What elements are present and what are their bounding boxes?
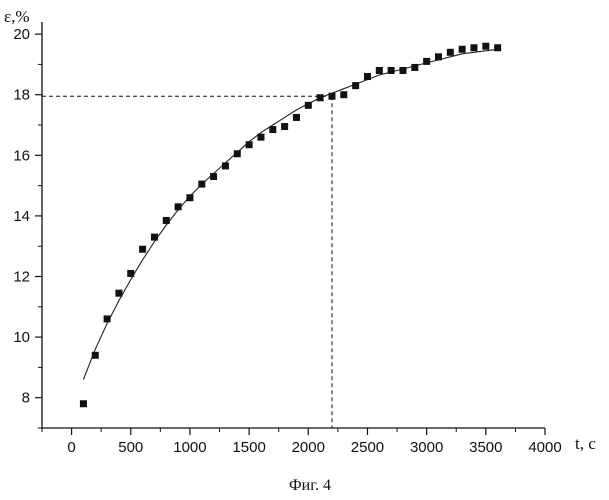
x-tick-label: 0: [67, 439, 75, 456]
data-point: [482, 43, 489, 50]
data-point: [234, 150, 241, 157]
data-point: [447, 49, 454, 56]
data-point: [423, 58, 430, 65]
data-point: [293, 114, 300, 121]
x-tick-label: 3500: [469, 439, 502, 456]
x-tick-label: 1500: [232, 439, 265, 456]
y-tick-label: 14: [13, 208, 30, 225]
data-point: [210, 173, 217, 180]
y-ticks: 8 10 12 14 16 18 20: [13, 26, 42, 428]
x-tick-label: 2000: [292, 439, 325, 456]
y-tick-label: 16: [13, 147, 30, 164]
data-point: [459, 46, 466, 53]
data-point: [305, 102, 312, 109]
data-point: [222, 162, 229, 169]
y-tick-label: 10: [13, 329, 30, 346]
fit-line-group: [83, 49, 497, 379]
data-point: [163, 217, 170, 224]
data-point: [127, 270, 134, 277]
data-point: [92, 352, 99, 359]
axes: [42, 22, 545, 428]
data-point: [104, 315, 111, 322]
data-point: [352, 82, 359, 89]
data-point: [269, 126, 276, 133]
data-point: [151, 234, 158, 241]
x-axis-title: t, с: [575, 434, 596, 453]
reference-lines: [42, 96, 332, 428]
data-point: [470, 44, 477, 51]
data-point: [80, 400, 87, 407]
y-tick-label: 8: [22, 390, 30, 407]
data-point: [494, 44, 501, 51]
x-tick-label: 500: [118, 439, 143, 456]
data-point: [186, 194, 193, 201]
x-tick-label: 2500: [351, 439, 384, 456]
x-tick-label: 3000: [410, 439, 443, 456]
data-point: [435, 53, 442, 60]
y-tick-label: 18: [13, 87, 30, 104]
data-point: [376, 67, 383, 74]
fit-line: [83, 49, 497, 379]
data-points: [80, 43, 501, 408]
data-point: [139, 246, 146, 253]
data-point: [257, 134, 264, 141]
y-tick-label: 12: [13, 269, 30, 286]
data-point: [175, 203, 182, 210]
x-ticks: 0 500 1000 1500 2000 2500 3000 3500 4000: [42, 428, 562, 456]
data-point: [388, 67, 395, 74]
data-point: [411, 64, 418, 71]
data-point: [317, 94, 324, 101]
data-point: [115, 290, 122, 297]
x-tick-label: 4000: [528, 439, 561, 456]
data-point: [246, 141, 253, 148]
data-point: [399, 67, 406, 74]
x-tick-label: 1000: [173, 439, 206, 456]
data-point: [198, 181, 205, 188]
y-axis-title: ε,%: [4, 7, 30, 26]
data-point: [281, 123, 288, 130]
data-point: [328, 93, 335, 100]
figure-caption: Фиг. 4: [289, 477, 331, 494]
data-point: [364, 73, 371, 80]
y-tick-label: 20: [13, 26, 30, 43]
data-point: [340, 91, 347, 98]
